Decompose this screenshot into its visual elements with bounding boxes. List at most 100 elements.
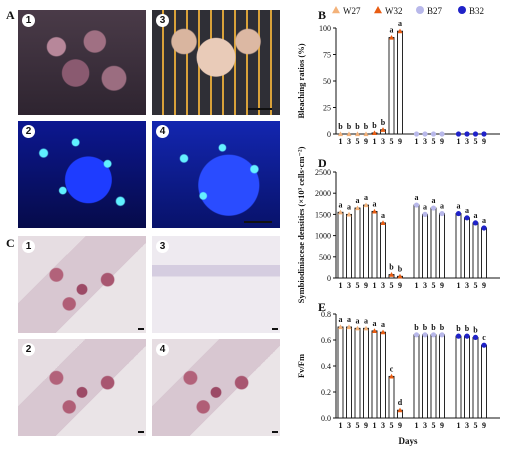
x-tick-label: 9	[398, 421, 402, 430]
legend-marker-b32	[458, 6, 466, 14]
legend-label-b32: B32	[469, 6, 484, 16]
photo-badge-2: 2	[22, 343, 35, 356]
significance-letter: a	[381, 320, 385, 329]
x-tick-label: 9	[398, 137, 402, 146]
x-tick-label: 3	[423, 137, 427, 146]
x-tick-label: 9	[398, 281, 402, 290]
significance-letter: a	[432, 196, 436, 205]
data-point	[455, 131, 462, 137]
x-tick-label: 9	[482, 281, 486, 290]
significance-letter: a	[356, 316, 360, 325]
x-tick-label: 9	[440, 137, 444, 146]
data-point	[413, 332, 420, 338]
bar	[363, 327, 369, 419]
bar	[363, 204, 369, 279]
x-tick-label: 3	[465, 137, 469, 146]
bar	[464, 335, 470, 419]
coral-photo-4: 4	[152, 121, 280, 228]
x-tick-label: 3	[381, 281, 385, 290]
data-point	[439, 210, 445, 217]
y-axis-title: Symbiodiniaceae densities (×10³ cells·cm…	[296, 146, 306, 303]
significance-letter: a	[347, 315, 351, 324]
x-tick-label: 1	[415, 421, 419, 430]
bar	[354, 207, 361, 279]
bar	[354, 327, 361, 419]
photo-badge-3: 3	[156, 240, 169, 253]
x-tick-label: 3	[423, 421, 427, 430]
significance-letter: a	[465, 206, 469, 215]
bar	[337, 211, 344, 279]
x-tick-label: 5	[390, 421, 394, 430]
legend-marker-w32	[374, 6, 382, 14]
bar	[371, 330, 378, 419]
bar	[337, 326, 344, 419]
bar	[439, 213, 445, 279]
data-point	[371, 328, 378, 333]
bar	[430, 207, 437, 279]
data-point	[430, 205, 437, 211]
x-tick-label: 3	[381, 137, 385, 146]
bar	[422, 213, 428, 279]
photo-badge-1: 1	[22, 14, 35, 27]
x-tick-label: 5	[432, 281, 436, 290]
bar	[388, 37, 395, 135]
data-point	[388, 34, 395, 40]
histology-photo-2: 2	[18, 339, 146, 436]
y-tick-label: 0	[327, 274, 331, 283]
x-tick-label: 1	[457, 281, 461, 290]
significance-letter: c	[390, 364, 394, 373]
data-point	[464, 131, 470, 137]
x-tick-label: 5	[432, 421, 436, 430]
x-tick-label: 9	[482, 137, 486, 146]
photo-badge-4: 4	[156, 343, 169, 356]
x-tick-label: 3	[347, 137, 351, 146]
legend-label-w27: W27	[343, 6, 361, 16]
scale-bar	[138, 431, 144, 433]
significance-letter: a	[381, 211, 385, 220]
y-axis-title: Fv/Fm	[296, 354, 306, 378]
y-tick-label: 0	[327, 130, 331, 139]
y-tick-label: 0.4	[321, 362, 331, 371]
data-point	[439, 131, 445, 137]
y-tick-label: 2500	[315, 168, 331, 177]
x-tick-label: 5	[474, 281, 478, 290]
significance-letter: b	[431, 323, 436, 332]
panel-label-a: A	[6, 8, 15, 22]
histology-photo-3: 3	[152, 236, 280, 333]
bar	[346, 326, 352, 419]
bar	[388, 375, 395, 419]
x-tick-label: 9	[440, 421, 444, 430]
x-tick-label: 3	[465, 421, 469, 430]
significance-letter: b	[347, 122, 352, 131]
histology-photo-1: 1	[18, 236, 146, 333]
data-point	[337, 131, 344, 137]
significance-letter: b	[372, 121, 377, 130]
data-point	[472, 220, 479, 226]
significance-letter: a	[339, 200, 343, 209]
significance-letter: b	[473, 325, 478, 334]
data-point	[337, 209, 344, 215]
data-point	[346, 131, 352, 137]
x-tick-label: 3	[347, 281, 351, 290]
data-point	[397, 273, 403, 279]
scale-bar	[244, 221, 272, 223]
significance-letter: b	[364, 122, 369, 131]
bar	[413, 334, 420, 419]
x-tick-label: 1	[339, 137, 343, 146]
significance-letter: a	[339, 315, 343, 324]
data-point	[413, 202, 420, 208]
histology-photo-4: 4	[152, 339, 280, 436]
x-tick-label: 1	[415, 281, 419, 290]
x-tick-label: 1	[457, 137, 461, 146]
data-point	[472, 334, 479, 340]
x-tick-label: 1	[373, 281, 377, 290]
x-tick-label: 1	[373, 137, 377, 146]
significance-letter: d	[398, 398, 403, 407]
x-tick-label: 1	[373, 421, 377, 430]
bar	[464, 217, 470, 279]
significance-letter: a	[423, 202, 427, 211]
significance-letter: a	[440, 202, 444, 211]
scale-bar	[272, 328, 278, 330]
legend: W27 W32 B27 B32	[332, 6, 484, 16]
significance-letter: a	[364, 193, 368, 202]
